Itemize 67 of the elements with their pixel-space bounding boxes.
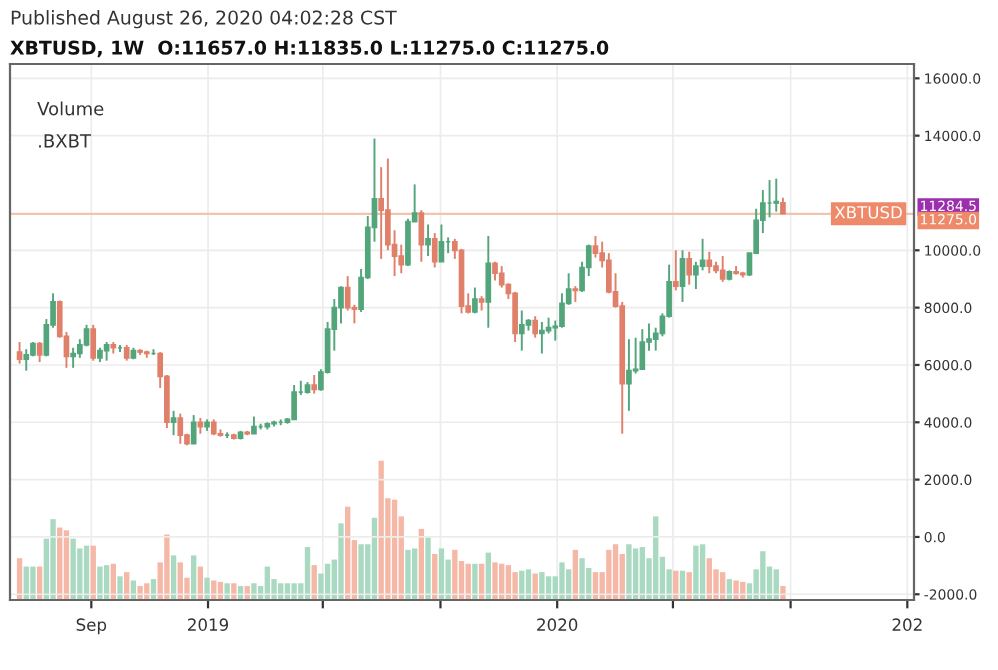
candlestick xyxy=(626,338,632,412)
bar xyxy=(405,549,411,600)
bar xyxy=(204,577,210,600)
bar xyxy=(358,544,364,600)
bar xyxy=(30,566,36,600)
candlestick xyxy=(90,323,97,362)
candlestick xyxy=(518,309,525,352)
candlestick xyxy=(639,328,646,371)
bar xyxy=(117,576,123,600)
bar xyxy=(626,544,632,600)
candlestick xyxy=(719,255,726,283)
bar xyxy=(606,549,612,600)
chart-title: Published August 26, 2020 04:02:28 CST xyxy=(11,10,397,29)
candlestick xyxy=(103,341,110,362)
x-tick-label: 2020 xyxy=(537,618,578,631)
bar xyxy=(760,551,766,600)
candlestick xyxy=(532,315,539,339)
candlestick xyxy=(686,250,693,286)
bar xyxy=(693,545,699,600)
candlestick xyxy=(679,249,686,303)
bar xyxy=(452,549,458,600)
bar xyxy=(291,583,297,600)
candlestick xyxy=(405,217,411,268)
bar xyxy=(733,580,739,600)
candlestick xyxy=(291,384,297,421)
candlestick xyxy=(485,235,492,329)
candlestick xyxy=(672,249,679,292)
bar xyxy=(559,562,565,600)
bar xyxy=(472,563,478,600)
candlestick xyxy=(311,374,318,395)
candlestick xyxy=(170,409,177,437)
candlestick xyxy=(539,321,545,355)
x-tick-label: Sep xyxy=(76,618,107,635)
candlestick xyxy=(36,341,43,364)
bar xyxy=(231,583,237,600)
candlestick xyxy=(378,166,385,260)
annotation: .BXBT xyxy=(39,134,92,148)
bar xyxy=(97,566,103,600)
bar xyxy=(164,534,170,600)
candlestick xyxy=(23,348,30,372)
bar xyxy=(378,460,384,600)
bar xyxy=(70,538,76,600)
bar xyxy=(539,572,545,600)
candlestick xyxy=(431,232,438,269)
candlestick xyxy=(190,414,197,445)
candlestick xyxy=(472,286,478,315)
candlestick xyxy=(773,177,780,213)
candlestick xyxy=(425,223,431,258)
candlestick xyxy=(70,346,76,369)
candlestick xyxy=(177,412,184,445)
x-tick-label: 202 xyxy=(892,618,922,631)
candlestick xyxy=(706,250,713,275)
candlestick xyxy=(16,341,23,365)
bar xyxy=(492,562,498,600)
ref-line-label: XBTUSD xyxy=(834,205,902,219)
bar xyxy=(512,572,518,600)
bar xyxy=(425,537,431,600)
bar xyxy=(50,519,56,600)
annotation: Volume xyxy=(37,101,104,116)
bar xyxy=(224,583,230,600)
x-tick-label: 2019 xyxy=(188,618,229,631)
candlestick xyxy=(512,290,518,343)
bar xyxy=(251,583,257,600)
bar xyxy=(338,523,344,600)
chart-subtitle: XBTUSD, 1W O:11657.0 H:11835.0 L:11275.0 C:11275.0 xyxy=(10,40,609,58)
bar xyxy=(579,558,585,600)
candlestick xyxy=(438,223,445,263)
